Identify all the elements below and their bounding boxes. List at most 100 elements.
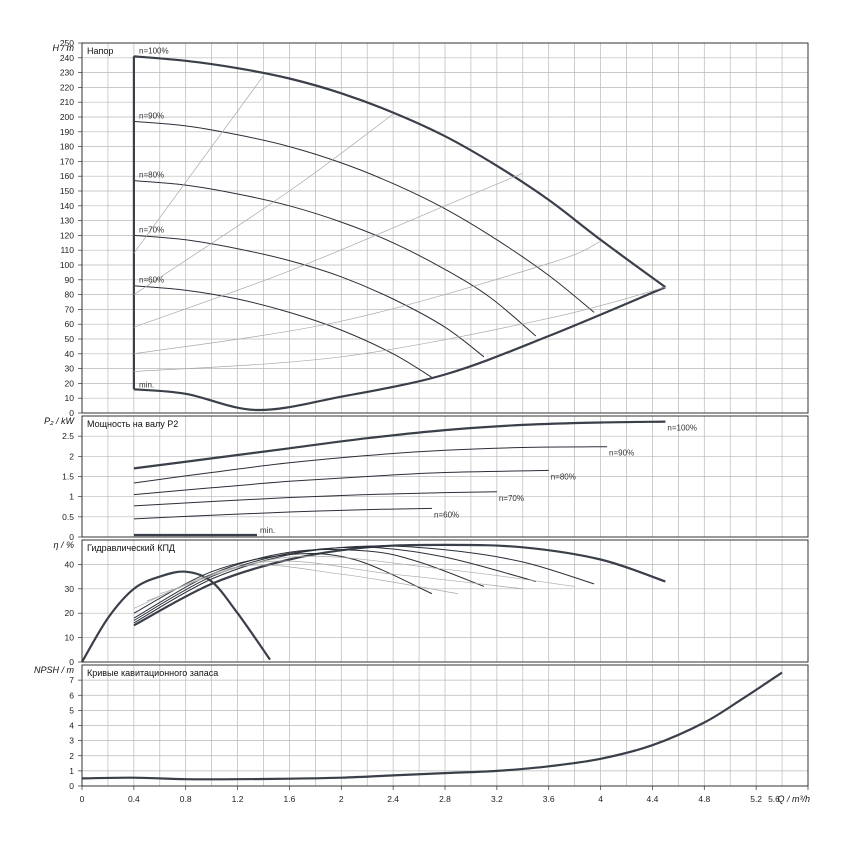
series-line-n100 <box>133 420 666 470</box>
x-tick-label: 3.6 <box>543 794 555 804</box>
x-tick-label: 1.6 <box>284 794 296 804</box>
panel-title: Гидравлический КПД <box>87 543 175 553</box>
y-tick-label: 0 <box>69 408 74 418</box>
y-tick-label: 5 <box>69 705 74 715</box>
x-tick-label: 3.2 <box>491 794 503 804</box>
y-tick-label: 220 <box>60 82 74 92</box>
curve-label: n=80% <box>551 472 576 481</box>
y-tick-label: 240 <box>60 53 74 63</box>
series-line-aux <box>133 113 394 295</box>
y-tick-label: 80 <box>65 290 75 300</box>
series-line-n70 <box>133 491 497 507</box>
x-tick-label: 0.4 <box>128 794 140 804</box>
series-line-max <box>81 570 271 663</box>
series-line-NPSH <box>81 671 783 781</box>
y-tick-label: 210 <box>60 97 74 107</box>
y-axis-label: η / % <box>53 540 74 550</box>
y-tick-label: 30 <box>65 364 75 374</box>
y-tick-label: 130 <box>60 216 74 226</box>
curve-label: n=70% <box>139 225 164 234</box>
x-tick-label: 0 <box>80 794 85 804</box>
y-tick-label: 6 <box>69 690 74 700</box>
x-tick-label: 4.4 <box>647 794 659 804</box>
y-tick-label: 2.5 <box>62 431 74 441</box>
x-tick-label: 4.8 <box>698 794 710 804</box>
y-axis-label: P₂ / kW <box>44 416 75 426</box>
y-tick-label: 50 <box>65 334 75 344</box>
y-tick-label: 20 <box>65 378 75 388</box>
y-axis-label: H / m <box>53 43 75 53</box>
y-tick-label: 170 <box>60 156 74 166</box>
series-line-n70 <box>133 234 485 358</box>
y-tick-label: 70 <box>65 304 75 314</box>
y-tick-label: 10 <box>65 633 75 643</box>
y-tick-label: 30 <box>65 584 75 594</box>
curve-label: n=100% <box>139 46 169 55</box>
panel-frame <box>81 539 809 663</box>
y-tick-label: 0 <box>69 657 74 667</box>
panel-2: 0 10 20 30 40 η / % Гидравлический КПД <box>53 539 809 667</box>
panel-0: 0 10 20 30 40 50 60 70 80 90 100 110 120 130 140 150 160… <box>53 38 809 418</box>
series-line-n80 <box>133 546 536 621</box>
y-tick-label: 90 <box>65 275 75 285</box>
y-tick-label: 110 <box>60 245 74 255</box>
y-tick-label: 2 <box>69 751 74 761</box>
y-tick-label: 120 <box>60 230 74 240</box>
series-line-n100 <box>133 55 667 289</box>
y-tick-label: 2 <box>69 451 74 461</box>
panel-1: 0 0.5 1 1.5 2 2.5 P₂ / kW Мощность на валу P2 n=… <box>44 415 809 542</box>
y-tick-label: 0 <box>69 532 74 542</box>
curve-label: n=90% <box>139 111 164 120</box>
series-line-min <box>133 286 666 412</box>
curve-label: n=100% <box>667 424 697 433</box>
y-tick-label: 190 <box>60 127 74 137</box>
series-line-aux <box>133 172 523 328</box>
panel-title: Мощность на валу P2 <box>87 419 178 429</box>
curve-label: n=60% <box>434 510 459 519</box>
x-tick-label: 4 <box>598 794 603 804</box>
y-tick-label: 140 <box>60 201 74 211</box>
x-tick-label: 5.6 <box>768 794 780 804</box>
curve-label: n=90% <box>609 449 634 458</box>
y-tick-label: 3 <box>69 736 74 746</box>
y-tick-label: 1 <box>69 492 74 502</box>
panel-title: Кривые кавитационного запаса <box>87 668 218 678</box>
series-line-aux <box>159 555 575 595</box>
x-tick-label: 2 <box>339 794 344 804</box>
y-tick-label: 20 <box>65 608 75 618</box>
panel-frame <box>81 415 809 538</box>
y-tick-label: 1 <box>69 766 74 776</box>
series-line-aux <box>133 286 666 372</box>
y-tick-label: 60 <box>65 319 75 329</box>
series-line-n80 <box>133 469 549 496</box>
x-tick-label: 2.8 <box>439 794 451 804</box>
y-tick-label: 160 <box>60 171 74 181</box>
curve-label: min. <box>139 380 154 389</box>
y-tick-label: 180 <box>60 142 74 152</box>
y-tick-label: 200 <box>60 112 74 122</box>
curve-label: n=60% <box>139 276 164 285</box>
x-axis-label: Q / m³/h <box>777 794 810 804</box>
x-tick-label: 2.4 <box>387 794 399 804</box>
series-line-n90 <box>133 120 595 313</box>
series-line-aux <box>133 240 601 355</box>
series-line-aux <box>133 75 264 254</box>
panel-title: Напор <box>87 46 113 56</box>
series-line-n80 <box>133 180 537 337</box>
x-tick-label: 5.2 <box>750 794 762 804</box>
curve-label: n=80% <box>139 171 164 180</box>
y-tick-label: 0 <box>69 781 74 791</box>
y-tick-label: 230 <box>60 68 74 78</box>
x-tick-label: 1.2 <box>232 794 244 804</box>
y-tick-label: 40 <box>65 349 75 359</box>
y-tick-label: 100 <box>60 260 74 270</box>
series-line-n60 <box>133 507 433 520</box>
y-tick-label: 0.5 <box>62 512 74 522</box>
series-line-n60 <box>133 285 433 378</box>
y-axis-label: NPSH / m <box>34 665 75 675</box>
y-tick-label: 250 <box>60 38 74 48</box>
series-line-n90 <box>133 545 595 624</box>
